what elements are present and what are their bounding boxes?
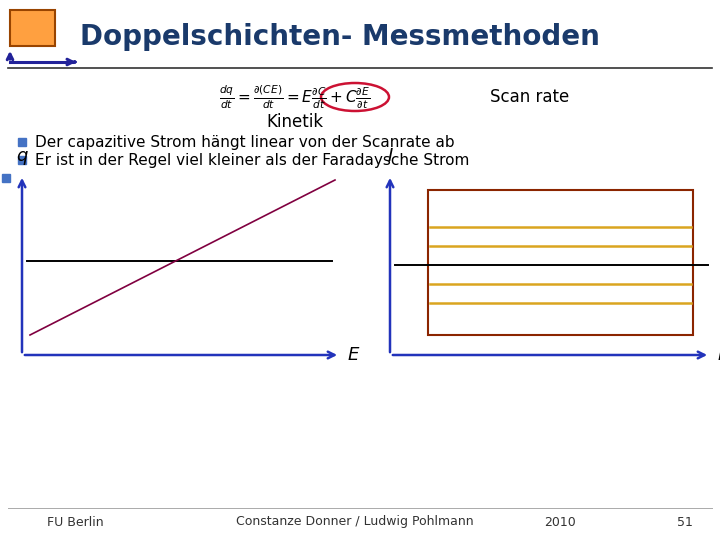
Text: Scan rate: Scan rate (490, 88, 570, 106)
Text: I: I (387, 147, 392, 165)
Text: E: E (718, 346, 720, 364)
Text: E: E (348, 346, 359, 364)
Text: q: q (17, 147, 27, 165)
Bar (10, 10, 55, 46)
Text: Er ist in der Regel viel kleiner als der Faradaysche Strom: Er ist in der Regel viel kleiner als der… (35, 152, 469, 167)
Text: FU Berlin: FU Berlin (47, 516, 103, 529)
Text: Der capazitive Strom hängt linear von der Scanrate ab: Der capazitive Strom hängt linear von de… (35, 134, 454, 150)
Text: 2010: 2010 (544, 516, 576, 529)
Text: Constanze Donner / Ludwig Pohlmann: Constanze Donner / Ludwig Pohlmann (236, 516, 474, 529)
Text: 51: 51 (677, 516, 693, 529)
Text: Kinetik: Kinetik (266, 113, 323, 131)
Bar (428, 190, 693, 335)
Text: $\frac{dq}{dt} = \frac{\partial(CE)}{dt} = E\frac{\partial C}{dt} + C\frac{\part: $\frac{dq}{dt} = \frac{\partial(CE)}{dt}… (220, 83, 371, 111)
Text: Doppelschichten- Messmethoden: Doppelschichten- Messmethoden (80, 23, 600, 51)
